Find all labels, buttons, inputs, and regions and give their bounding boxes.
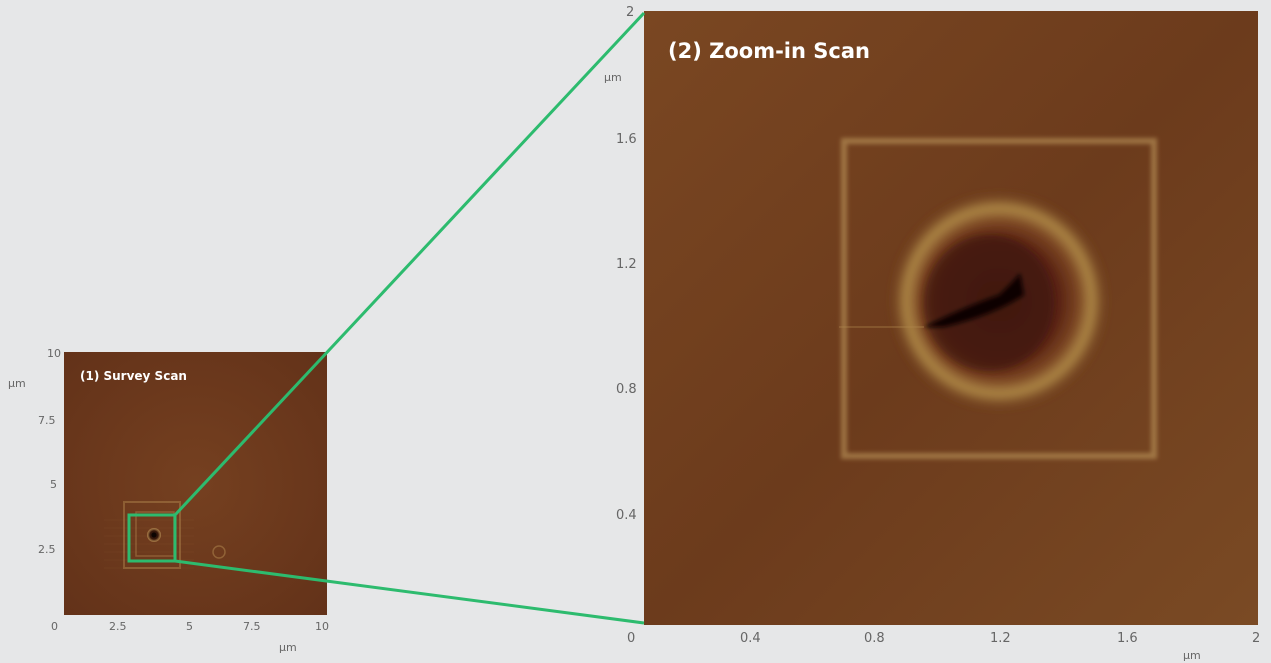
survey-x-tick: 2.5 — [109, 620, 127, 633]
survey-y-tick: 10 — [47, 347, 61, 360]
survey-y-tick: 7.5 — [38, 414, 56, 427]
zoom-scan-title: (2) Zoom-in Scan — [668, 39, 870, 63]
zoom-y-tick: 1.6 — [616, 132, 637, 147]
zoom-x-tick: 2 — [1252, 631, 1261, 646]
zoom-x-tick: 1.2 — [990, 631, 1011, 646]
survey-y-unit: µm — [8, 377, 26, 390]
zoom-x-tick: 0.8 — [864, 631, 885, 646]
zoom-x-tick: 0 — [627, 631, 636, 646]
zoom-y-tick: 2 — [626, 5, 635, 20]
zoom-x-tick: 1.6 — [1117, 631, 1138, 646]
survey-y-tick: 2.5 — [38, 543, 56, 556]
zoom-scan-image — [644, 11, 1258, 625]
survey-x-tick: 10 — [315, 620, 329, 633]
zoom-y-tick: 0.8 — [616, 382, 637, 397]
zoom-x-unit: µm — [1183, 649, 1201, 662]
survey-x-tick: 0 — [51, 620, 58, 633]
zoom-x-tick: 0.4 — [740, 631, 761, 646]
zoom-y-tick: 1.2 — [616, 257, 637, 272]
zoom-y-tick: 0.4 — [616, 508, 637, 523]
zoom-y-unit: µm — [604, 71, 622, 84]
survey-x-unit: µm — [279, 641, 297, 654]
survey-x-tick: 7.5 — [243, 620, 261, 633]
survey-y-tick: 5 — [50, 478, 57, 491]
survey-x-tick: 5 — [186, 620, 193, 633]
survey-scan-title: (1) Survey Scan — [80, 369, 187, 383]
survey-scan-image — [64, 352, 327, 615]
